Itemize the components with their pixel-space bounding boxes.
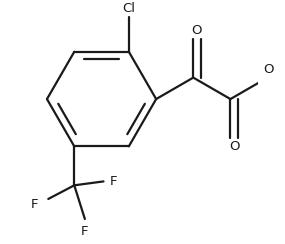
Text: F: F: [81, 225, 89, 238]
Text: O: O: [192, 24, 202, 37]
Text: O: O: [263, 63, 274, 76]
Text: F: F: [109, 175, 117, 188]
Text: Cl: Cl: [122, 2, 135, 15]
Text: O: O: [229, 140, 239, 153]
Text: F: F: [31, 198, 38, 211]
